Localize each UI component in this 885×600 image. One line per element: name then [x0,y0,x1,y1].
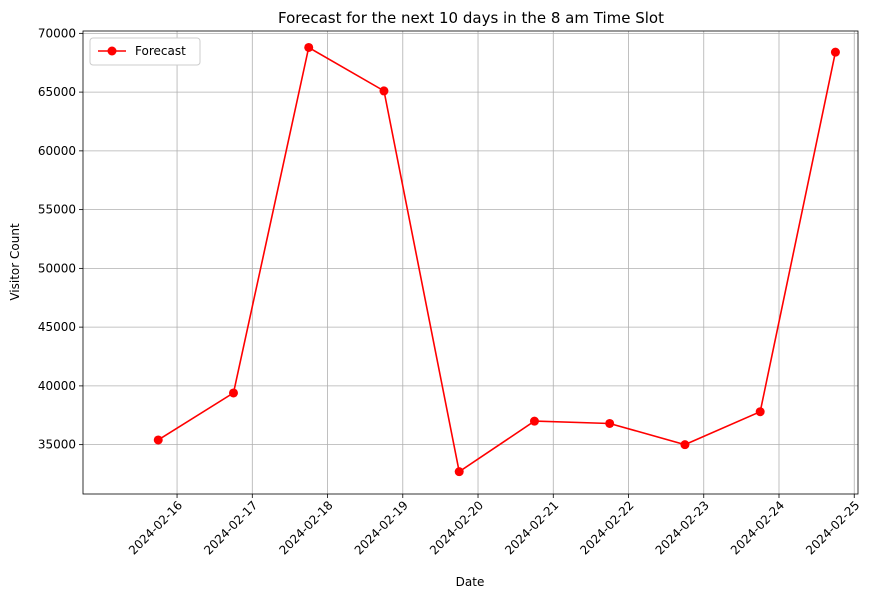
x-tick-label: 2024-02-18 [276,498,335,557]
x-axis-label: Date [456,575,485,589]
x-tick-label: 2024-02-24 [728,498,787,557]
y-tick-label: 40000 [38,379,76,393]
series-layer [153,42,840,477]
data-point [680,440,690,450]
x-tick-label: 2024-02-25 [803,498,862,557]
legend: Forecast [89,37,201,66]
x-tick-label: 2024-02-22 [577,498,636,557]
grid [83,31,858,494]
y-tick-label: 70000 [38,26,76,40]
plot-frame [82,30,859,495]
x-tick-label: 2024-02-20 [427,498,486,557]
data-point [755,407,765,417]
data-point [454,467,464,477]
y-tick-label: 55000 [38,203,76,217]
data-point [379,86,389,96]
data-point [153,435,163,445]
y-tick-label: 35000 [38,438,76,452]
y-tick-label: 60000 [38,144,76,158]
x-tick-label: 2024-02-17 [201,498,260,557]
x-tick-label: 2024-02-23 [653,498,712,557]
x-tick-label: 2024-02-19 [352,498,411,557]
y-axis-label: Visitor Count [8,223,22,301]
chart-title: Forecast for the next 10 days in the 8 a… [278,9,664,27]
y-tick-label: 50000 [38,261,76,275]
x-tick-label: 2024-02-21 [502,498,561,557]
ticks: 35000 40000 45000 50000 55000 60000 65000 70000… [38,26,863,557]
legend-box [89,37,201,66]
y-tick-label: 45000 [38,320,76,334]
data-point [529,416,539,426]
data-point [304,42,314,52]
legend-label: Forecast [135,44,186,58]
data-point [228,388,238,398]
x-tick-label: 2024-02-16 [126,498,185,557]
data-point [605,418,615,428]
series-line [157,46,837,474]
data-point [830,47,840,57]
y-tick-label: 65000 [38,85,76,99]
legend-marker [107,46,117,56]
